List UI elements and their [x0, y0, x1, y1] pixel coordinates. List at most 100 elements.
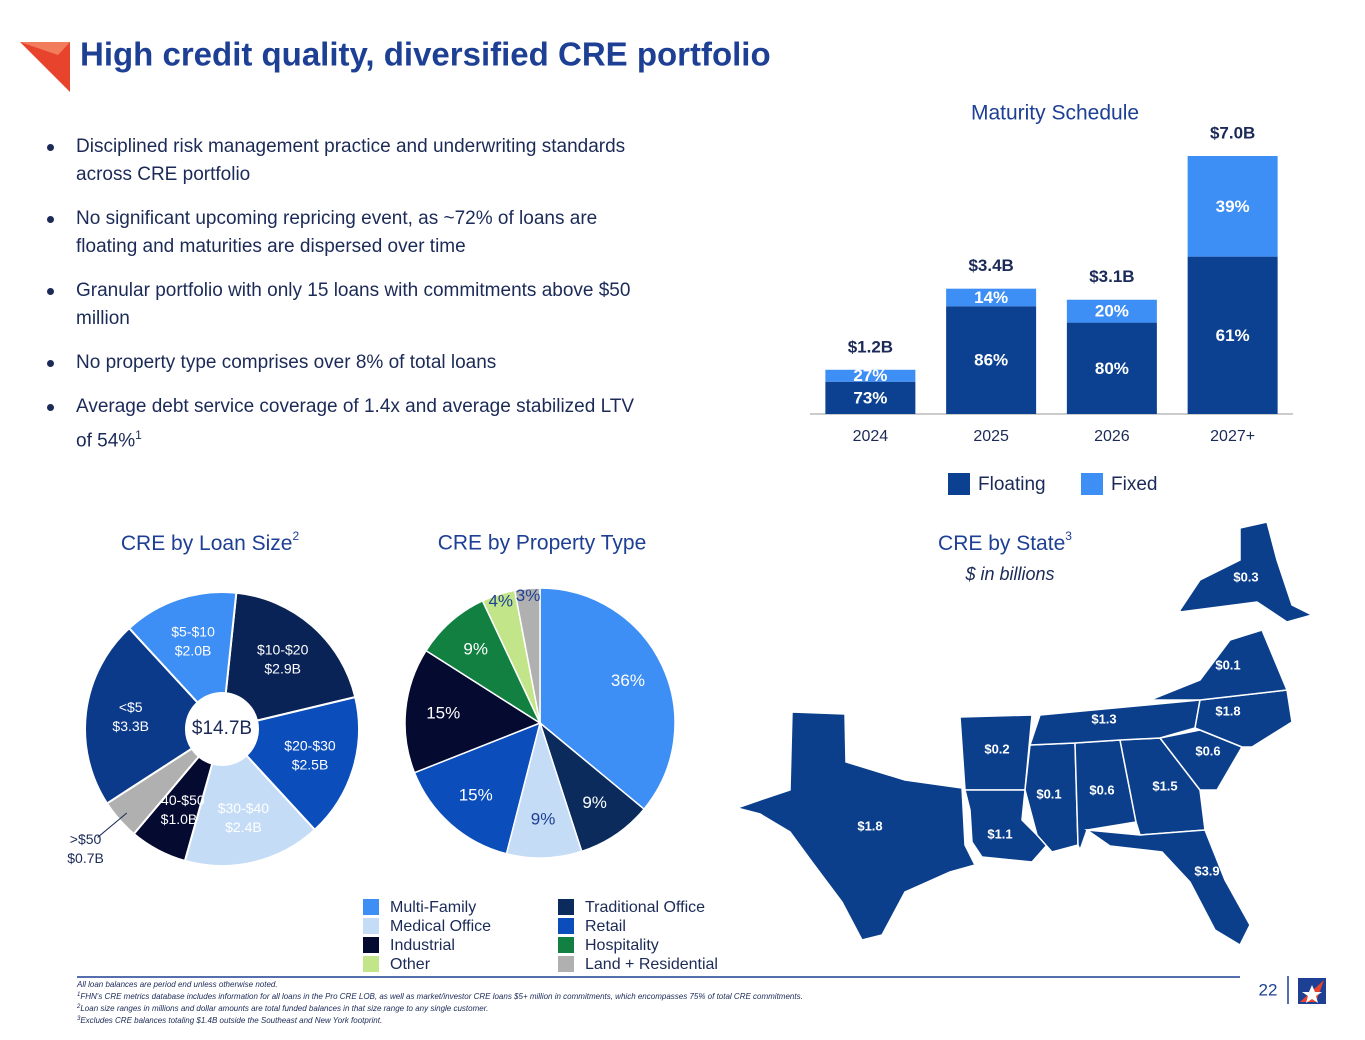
slice-value: $1.0B [161, 811, 198, 827]
legend-label: Land + Residential [585, 956, 718, 973]
bullet-list: Disciplined risk management practice and… [47, 133, 636, 471]
x-tick-label: 2026 [1094, 428, 1130, 445]
state-value: $0.1 [1036, 786, 1061, 801]
pie-label: 9% [531, 810, 556, 829]
page-number: 22 [1259, 980, 1278, 999]
segment-label: 61% [1216, 326, 1250, 345]
slice-category: <$5 [119, 699, 143, 715]
state-fl [1084, 828, 1251, 947]
state-value: $0.1 [1215, 657, 1240, 672]
pie-label: 15% [459, 785, 493, 804]
bullet-dot [47, 216, 54, 223]
bar-segment [946, 288, 1037, 307]
map-title-note: 3 [1065, 529, 1072, 543]
pie-label: 36% [611, 671, 645, 690]
pie-slice [539, 587, 676, 811]
bar-segment [825, 381, 916, 414]
slice-category: $5-$10 [171, 623, 215, 639]
legend-swatch [363, 956, 379, 972]
slice-category: >$50 [70, 831, 102, 847]
state-value: $0.2 [984, 741, 1009, 756]
legend-label: Fixed [1111, 474, 1157, 495]
legend-label: Retail [585, 918, 626, 935]
bullet-note: 1 [135, 428, 142, 442]
map-title-text: CRE by State [938, 532, 1065, 555]
chart-title: CRE by Property Type [438, 532, 647, 555]
segment-label: 27% [853, 366, 887, 385]
segment-label: 14% [974, 288, 1008, 307]
slice-value: $2.5B [292, 757, 329, 773]
slice-value: $3.3B [112, 718, 149, 734]
pie-slice [513, 587, 541, 724]
legend-label: Other [390, 956, 431, 973]
bullet-text: No significant upcoming repricing event,… [76, 208, 598, 257]
state-tn [1028, 699, 1201, 746]
state-value: $0.3 [1233, 569, 1258, 584]
state-value: $1.3 [1091, 711, 1116, 726]
legend-swatch [363, 899, 379, 915]
slide-title: High credit quality, diversified CRE por… [80, 36, 771, 73]
slice-value: $2.0B [175, 642, 212, 658]
total-label: $3.1B [1089, 267, 1134, 286]
total-label: $1.2B [848, 337, 893, 356]
slice-value: $2.4B [225, 819, 262, 835]
footnote-text: Excludes CRE balances totaling $1.4B out… [80, 1016, 382, 1025]
legend-swatch [1081, 473, 1103, 495]
bullet-dot [47, 404, 54, 411]
footnote-text: Loan size ranges in millions and dollar … [80, 1004, 488, 1013]
legend-label: Traditional Office [585, 899, 705, 916]
bar-segment [825, 369, 916, 382]
state-value: $0.6 [1089, 782, 1114, 797]
slice-category: $30-$40 [218, 800, 270, 816]
x-tick-label: 2027+ [1210, 428, 1255, 445]
state-value: $0.6 [1195, 743, 1220, 758]
footnote-text: All loan balances are period end unless … [76, 980, 278, 989]
bar-segment [1187, 256, 1278, 414]
bar-segment [1066, 299, 1157, 323]
state-value: $1.8 [1215, 703, 1240, 718]
bullet: No property type comprises over 8% of to… [47, 349, 636, 377]
segment-label: 80% [1095, 359, 1129, 378]
footnote-text: FHN's CRE metrics database includes info… [80, 992, 802, 1001]
footnote-note: 3 [77, 1016, 81, 1022]
state-value: $1.8 [857, 818, 882, 833]
pie-label: 3% [516, 586, 541, 605]
bullet-text: Average debt service coverage of 1.4x an… [76, 396, 635, 452]
state-tx [734, 711, 977, 941]
pie-slice [404, 649, 542, 774]
segment-label: 39% [1216, 197, 1250, 216]
legend-label: Floating [978, 474, 1046, 495]
segment-label: 73% [853, 388, 887, 407]
slice-category: $20-$30 [284, 738, 336, 754]
bullet-dot [47, 288, 54, 295]
chart-title: CRE by Loan Size2 [121, 529, 300, 554]
footnote: 3Excludes CRE balances totaling $1.4B ou… [77, 1016, 382, 1026]
pie-label: 9% [463, 640, 488, 659]
donut-hole [186, 693, 258, 765]
bullet: Average debt service coverage of 1.4x an… [47, 393, 636, 455]
map [734, 521, 1315, 947]
pie-label: 15% [426, 703, 460, 722]
pie-label: 9% [582, 793, 607, 812]
state-la [964, 789, 1049, 863]
state-va [1149, 629, 1289, 701]
segment-label: 20% [1095, 302, 1129, 321]
bullet: No significant upcoming repricing event,… [47, 205, 636, 261]
footnote-note: 2 [76, 1004, 81, 1010]
bar-segment [946, 306, 1037, 414]
chart-title-text: CRE by Loan Size [121, 532, 293, 555]
x-tick-label: 2024 [853, 428, 889, 445]
slice-category: $10-$20 [257, 642, 309, 658]
pie-slice [413, 721, 542, 855]
bar-segment [1187, 156, 1278, 257]
total-label: $7.0B [1210, 123, 1255, 142]
donut-center-label: $14.7B [192, 718, 252, 739]
state-value: $1.5 [1152, 778, 1177, 793]
bullet-text: Granular portfolio with only 15 loans wi… [76, 280, 631, 329]
legend-swatch [363, 937, 379, 953]
legend-swatch [948, 473, 970, 495]
bullet: Disciplined risk management practice and… [47, 133, 636, 189]
legend-label: Hospitality [585, 937, 659, 954]
bar-segment [1066, 322, 1157, 414]
